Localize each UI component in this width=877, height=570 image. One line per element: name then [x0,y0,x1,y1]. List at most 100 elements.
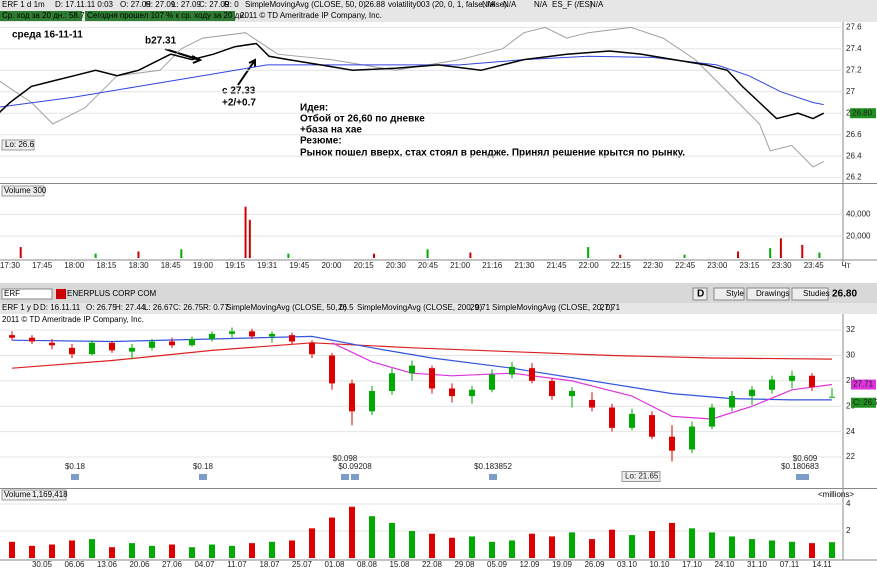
period: D [697,289,704,300]
x-tick-label: 22:15 [611,261,632,270]
dividend: $0.18 [193,462,214,471]
y-tick-label: 32 [846,325,855,334]
volume-bar [94,253,97,258]
volume-bar [587,247,590,258]
study-value: 26.88 [365,0,386,9]
volume-bar [69,540,75,558]
symbol: ERF 1 d 1m [2,0,45,9]
company[interactable]: ENERPLUS CORP COM [67,289,157,298]
candle-body [469,389,475,397]
x-tick-label: 20:15 [354,261,375,270]
volume-bar [509,540,515,558]
candle-body [589,399,595,408]
y-tick-label: 24 [846,427,855,436]
x-tick-label: 19:31 [257,261,278,270]
volume-bar [609,529,615,558]
annotation: +база на хае [300,124,362,136]
study-value: N/A [590,0,604,9]
volume-bar [19,247,22,258]
price-box [851,379,876,390]
x-tick-label: 31.10 [747,560,768,569]
candle-body [29,337,35,342]
volume-bar [109,547,115,558]
dividend-icon [199,474,207,480]
x-tick-label: 06.06 [64,560,85,569]
volume-bar [669,522,675,558]
candle-body [489,374,495,390]
button[interactable] [746,287,790,301]
badge [0,11,82,21]
volume-bar [244,206,247,258]
series-line [0,42,825,120]
series-line [331,342,833,420]
candle-body [669,436,675,451]
x-tick-label: 04.07 [194,560,215,569]
x-tick-label: 14.11 [812,560,832,569]
volume-bar [549,536,555,558]
last-price: 26.80 [832,289,857,300]
lo-label: Lo: 21.65 [625,472,659,481]
candle-body [709,407,715,427]
low: L: 27.09 [172,0,201,9]
symbol-box[interactable] [1,288,53,300]
copyright: 2011 © TD Ameritrade IP Company, Inc. [2,315,144,324]
volume-bar [248,219,251,258]
divider [0,488,877,489]
volume-bar [769,248,772,258]
x-tick-label: 18:00 [64,261,85,270]
annotation: b27.31 [145,36,177,47]
x-tick-label: 23:00 [707,261,728,270]
volume-bar [469,252,472,258]
volume-bar [249,543,255,558]
candle-body [109,342,115,351]
high: H: 27.44 [115,303,146,312]
volume-bar [619,254,622,258]
volume-bar [809,543,815,558]
study-value: N/A [534,0,548,9]
x-tick-label: 18.07 [259,560,280,569]
y-tick-label: 27.6 [846,22,862,31]
candle-body [649,415,655,437]
lo-label: Lo: 26.6 [5,140,34,149]
lo-box [1,139,35,151]
dividend-icon [351,474,359,480]
y-tick-label: 40,000 [846,209,871,218]
volume-bar [789,541,795,558]
range: R: 0 [224,0,239,9]
study-value: 26.5 [338,303,354,312]
candle-body [249,331,255,337]
x-tick-label: 26.09 [584,560,605,569]
dividend: $0.183852 [474,462,512,471]
volume-bar [426,249,429,258]
button[interactable] [713,287,745,301]
volume-bar [29,545,35,558]
x-tick-label: 23:45 [804,261,825,270]
x-tick-label: 22:00 [579,261,600,270]
candle-body [389,373,395,392]
button[interactable] [692,287,708,301]
volume-bar [779,238,782,258]
candle-body [329,355,335,384]
volume-bar [169,544,175,558]
y-tick-label: 30 [846,351,855,360]
candle-body [69,347,75,355]
lo-box [621,471,661,483]
close: C: 26.75 [173,303,204,312]
x-tick-label: 21:30 [514,261,535,270]
x-tick-label: 08.08 [357,560,378,569]
x-tick-label: 22:30 [643,261,664,270]
volume-bar [269,541,275,558]
y-tick-label: 27 [846,87,855,96]
x-tick-label: 19:45 [289,261,310,270]
x-tick-label: 15.08 [389,560,410,569]
volume-bar [373,253,376,258]
button[interactable] [791,287,829,301]
study: SimpleMovingAvg (CLOSE, 200, 0) [357,303,483,312]
y-tick-label: 27.2 [846,65,862,74]
study-value: 29.71 [470,303,491,312]
open: O: 27.09 [120,0,151,9]
candle-body [189,338,195,346]
open: O: 26.75 [86,303,117,312]
dividend: $0.098 [333,454,358,463]
panel-title [1,489,67,501]
